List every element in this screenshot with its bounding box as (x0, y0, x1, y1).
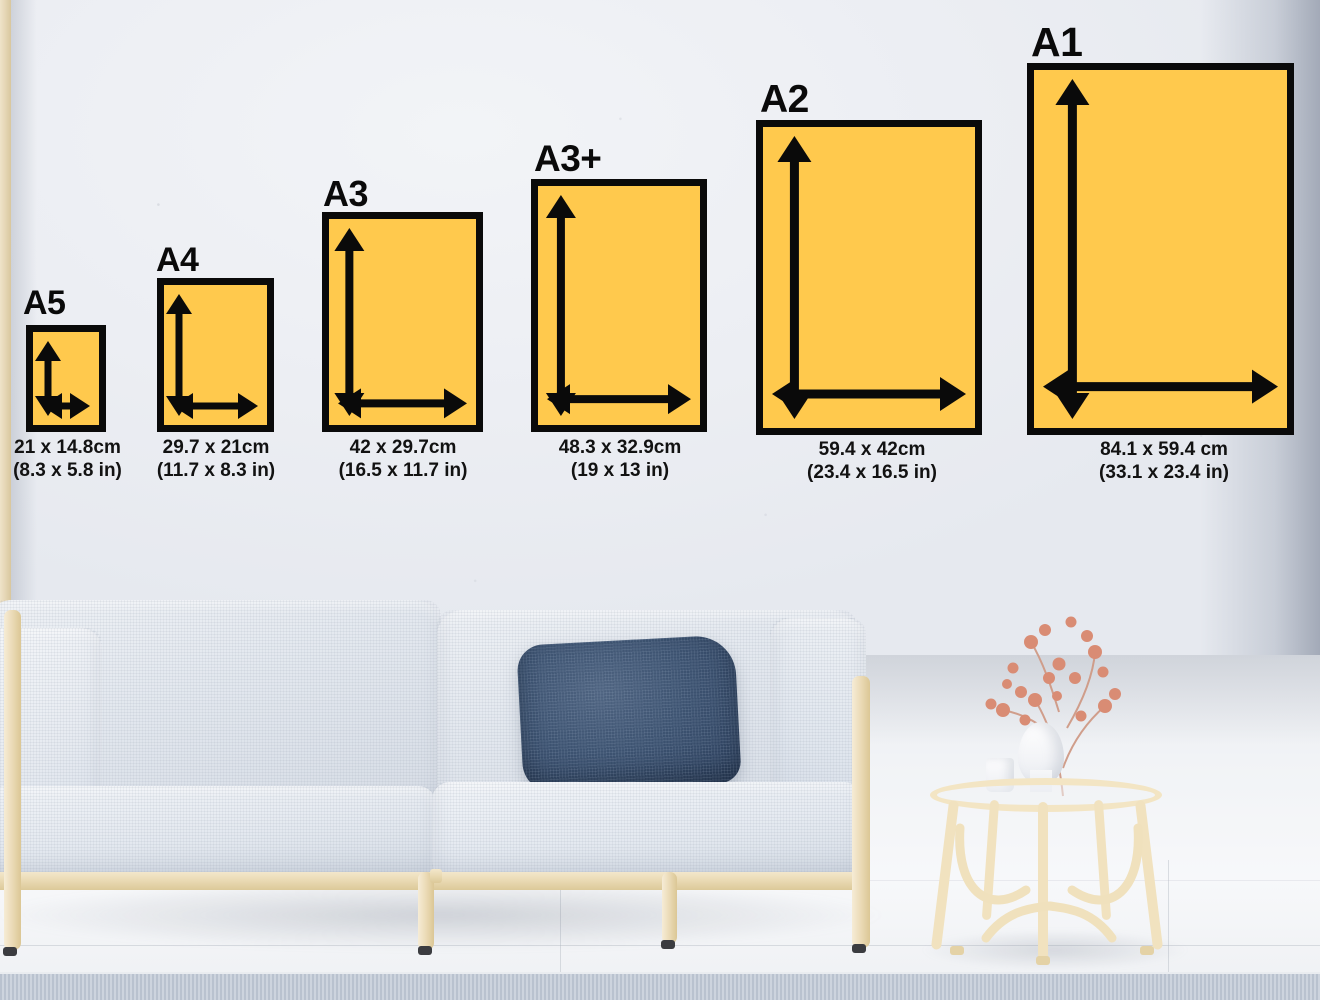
sofa-foot-right (661, 940, 675, 949)
poster-caption-cm: 42 x 29.7cm (349, 437, 457, 458)
sofa-joint-center (430, 869, 442, 883)
poster-caption-in: (23.4 x 16.5 in) (807, 462, 937, 484)
poster-caption-a4: 29.7 x 21cm (11.7 x 8.3 in) (148, 436, 284, 482)
side-table-foot-3 (1036, 956, 1050, 965)
poster-tag-a3plus: A3+ (534, 138, 602, 179)
floor-seam-1 (0, 945, 1320, 946)
poster-caption-cm: 59.4 x 42cm (818, 439, 926, 460)
side-table-leg-3 (1038, 802, 1048, 960)
poster-rect-a3plus (531, 179, 707, 432)
sofa-pillow (516, 634, 742, 794)
poster-caption-cm: 48.3 x 32.9cm (558, 437, 682, 458)
poster-caption-a1: 84.1 x 59.4 cm (33.1 x 23.4 in) (1086, 438, 1242, 484)
sofa-leg-right-front (662, 872, 677, 944)
sofa-foot-far-right (852, 944, 866, 953)
sofa-frame-post-right (852, 676, 870, 948)
poster-caption-in: (33.1 x 23.4 in) (1099, 462, 1229, 484)
poster-tag-a5: A5 (23, 284, 66, 322)
left-wall-trim (0, 0, 11, 655)
sofa-foot-center (418, 946, 432, 955)
floor-seam-2 (560, 880, 561, 972)
poster-caption-in: (8.3 x 5.8 in) (13, 460, 122, 482)
sofa-frame-post-left (4, 610, 21, 950)
poster-rect-a3 (322, 212, 483, 432)
poster-caption-in: (19 x 13 in) (570, 460, 670, 482)
poster-rect-a4 (157, 278, 274, 432)
poster-caption-cm: 84.1 x 59.4 cm (1100, 439, 1228, 460)
rug-edge (0, 972, 1320, 1000)
side-table-foot-1 (950, 946, 964, 955)
sofa-seat-cushion-left (0, 786, 436, 878)
poster-tag-a2: A2 (760, 78, 809, 121)
poster-tag-a1: A1 (1031, 19, 1083, 65)
poster-caption-a5: 21 x 14.8cm (8.3 x 5.8 in) (0, 436, 135, 482)
poster-rect-a5 (26, 325, 106, 432)
side-table-foot-2 (1140, 946, 1154, 955)
floor-seam-3 (1168, 860, 1169, 972)
poster-rect-a1 (1027, 63, 1294, 435)
poster-tag-a3: A3 (323, 173, 369, 214)
poster-caption-in: (16.5 x 11.7 in) (338, 460, 468, 482)
sofa-shadow (0, 880, 890, 950)
sofa-leg-center-front (418, 872, 434, 950)
poster-tag-a4: A4 (156, 241, 199, 279)
dried-branch (985, 616, 1121, 797)
sofa-seat-cushion-right (432, 782, 862, 878)
sofa-foot-left (3, 947, 17, 956)
poster-caption-a3: 42 x 29.7cm (16.5 x 11.7 in) (330, 436, 476, 482)
side-table-braces (955, 823, 1143, 943)
poster-caption-in: (11.7 x 8.3 in) (156, 460, 276, 482)
poster-rect-a2 (756, 120, 982, 435)
poster-caption-cm: 21 x 14.8cm (14, 437, 121, 458)
poster-caption-cm: 29.7 x 21cm (162, 437, 270, 458)
poster-caption-a3plus: 48.3 x 32.9cm (19 x 13 in) (545, 436, 695, 482)
poster-caption-a2: 59.4 x 42cm (23.4 x 16.5 in) (796, 438, 948, 484)
poster-size-diagram: A5 21 x 14.8cm (8.3 x 5.8 in) A4 29.7 x 21cm… (0, 19, 1294, 484)
